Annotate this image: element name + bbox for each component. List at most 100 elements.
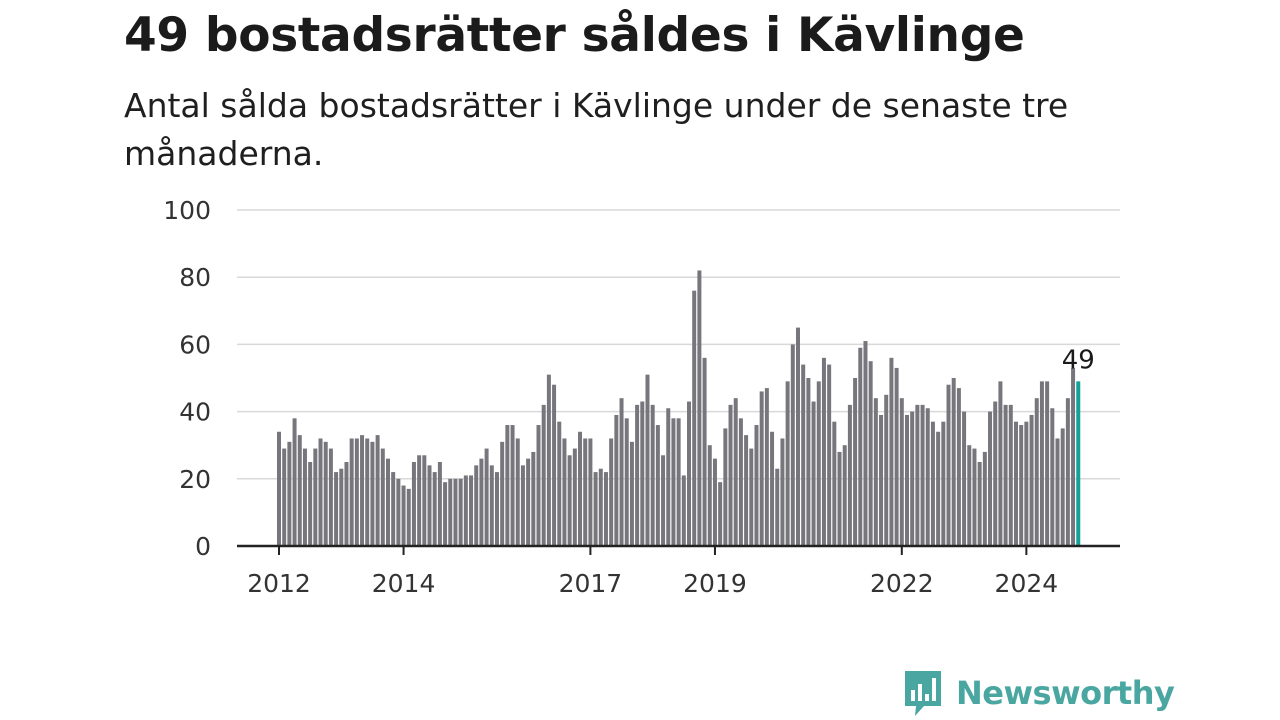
bar [624, 418, 629, 546]
bar [541, 404, 546, 546]
bar [297, 435, 302, 546]
bar [915, 404, 920, 546]
bar [749, 448, 754, 546]
bar [832, 421, 837, 546]
bar [904, 414, 909, 546]
bar [733, 398, 738, 546]
bar [816, 381, 821, 546]
bar [884, 394, 889, 546]
bar [718, 482, 723, 546]
bar [894, 367, 899, 546]
bar [1050, 408, 1055, 546]
bar [967, 445, 972, 546]
bar [941, 421, 946, 546]
bar [946, 384, 951, 546]
bar [282, 448, 287, 546]
bar [469, 475, 474, 546]
x-tick-label: 2012 [247, 569, 311, 598]
bar [925, 408, 930, 546]
bar [510, 425, 515, 546]
bar [759, 391, 764, 546]
bar [977, 462, 982, 546]
bar [702, 357, 707, 546]
bar [302, 448, 307, 546]
bar [780, 438, 785, 546]
bar [432, 472, 437, 546]
bar [1071, 367, 1076, 546]
bar [552, 384, 557, 546]
x-tick-label: 2022 [870, 569, 934, 598]
bar [697, 270, 702, 546]
bar [889, 357, 894, 546]
y-tick-label: 20 [179, 465, 211, 494]
newsworthy-logo-icon [905, 671, 941, 716]
bar [531, 451, 536, 546]
bar [998, 381, 1003, 546]
bar [453, 478, 458, 546]
bar [494, 472, 499, 546]
bar [406, 488, 411, 546]
bar [443, 482, 448, 546]
bar [1008, 404, 1013, 546]
y-tick-label: 60 [179, 330, 211, 359]
bar [650, 404, 655, 546]
chart-subtitle: Antal sålda bostadsrätter i Kävlinge und… [124, 86, 1069, 173]
bar [640, 401, 645, 546]
bar [847, 404, 852, 546]
bar [666, 408, 671, 546]
bar [635, 404, 640, 546]
bar [692, 290, 697, 546]
bar [588, 438, 593, 546]
bar [308, 462, 313, 546]
bar [930, 421, 935, 546]
bar [676, 418, 681, 546]
bar [754, 425, 759, 546]
bar [629, 441, 634, 546]
bar [391, 472, 396, 546]
bar [785, 381, 790, 546]
bar [334, 472, 339, 546]
bar [277, 431, 281, 546]
bar [661, 455, 666, 546]
bar [562, 438, 567, 546]
bar [375, 435, 380, 546]
bar [821, 357, 826, 546]
bar [1060, 428, 1065, 546]
x-tick-label: 2017 [559, 569, 623, 598]
bar [474, 465, 479, 546]
bar [427, 465, 432, 546]
bar [910, 411, 915, 546]
bar [920, 404, 925, 546]
brand-logo: Newsworthy [902, 668, 1175, 718]
bar [873, 398, 878, 546]
bar [520, 465, 525, 546]
bar [385, 458, 390, 546]
bar [879, 414, 884, 546]
highlight-value-label: 49 [1062, 345, 1095, 375]
bar [619, 398, 624, 546]
bar [868, 361, 873, 546]
y-tick-label: 80 [179, 263, 211, 292]
bar [738, 418, 743, 546]
bar [458, 478, 463, 546]
bar [796, 327, 800, 546]
bar [962, 411, 967, 546]
bar [614, 414, 619, 546]
bar [801, 364, 806, 546]
bar [811, 401, 816, 546]
bar [775, 468, 780, 546]
bar [655, 425, 660, 546]
bar [411, 462, 416, 546]
bar [951, 378, 956, 546]
bar [437, 462, 442, 546]
bar [936, 431, 941, 546]
y-tick-label: 40 [179, 398, 211, 427]
bar [339, 468, 344, 546]
bar [349, 438, 354, 546]
bar [526, 458, 531, 546]
bar [853, 378, 858, 546]
bar [370, 441, 375, 546]
bar [598, 468, 603, 546]
bar [323, 441, 328, 546]
bar [500, 441, 505, 546]
